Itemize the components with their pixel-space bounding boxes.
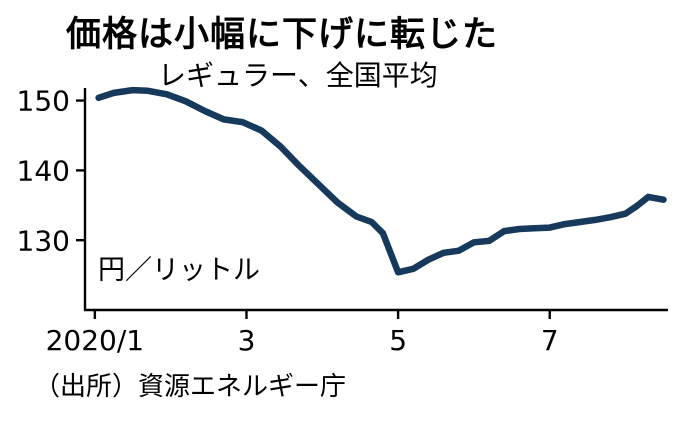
chart-subtitle: レギュラー、全国平均 xyxy=(158,59,438,92)
x-tick-label: 7 xyxy=(541,324,559,357)
x-tick-label: 2020/1 xyxy=(46,324,145,357)
x-tick-label: 3 xyxy=(238,324,256,357)
y-tick-label: 130 xyxy=(17,224,70,257)
y-tick-label: 140 xyxy=(17,154,70,187)
axis-lines xyxy=(83,88,668,312)
y-tick-label: 150 xyxy=(17,85,70,118)
x-tick-label: 5 xyxy=(389,324,407,357)
y-axis-unit-label: 円／リットル xyxy=(98,255,260,286)
chart-title: 価格は小幅に下げに転じた xyxy=(66,15,499,55)
source-label: （出所）資源エネルギー庁 xyxy=(34,372,347,402)
price-line xyxy=(95,86,667,276)
